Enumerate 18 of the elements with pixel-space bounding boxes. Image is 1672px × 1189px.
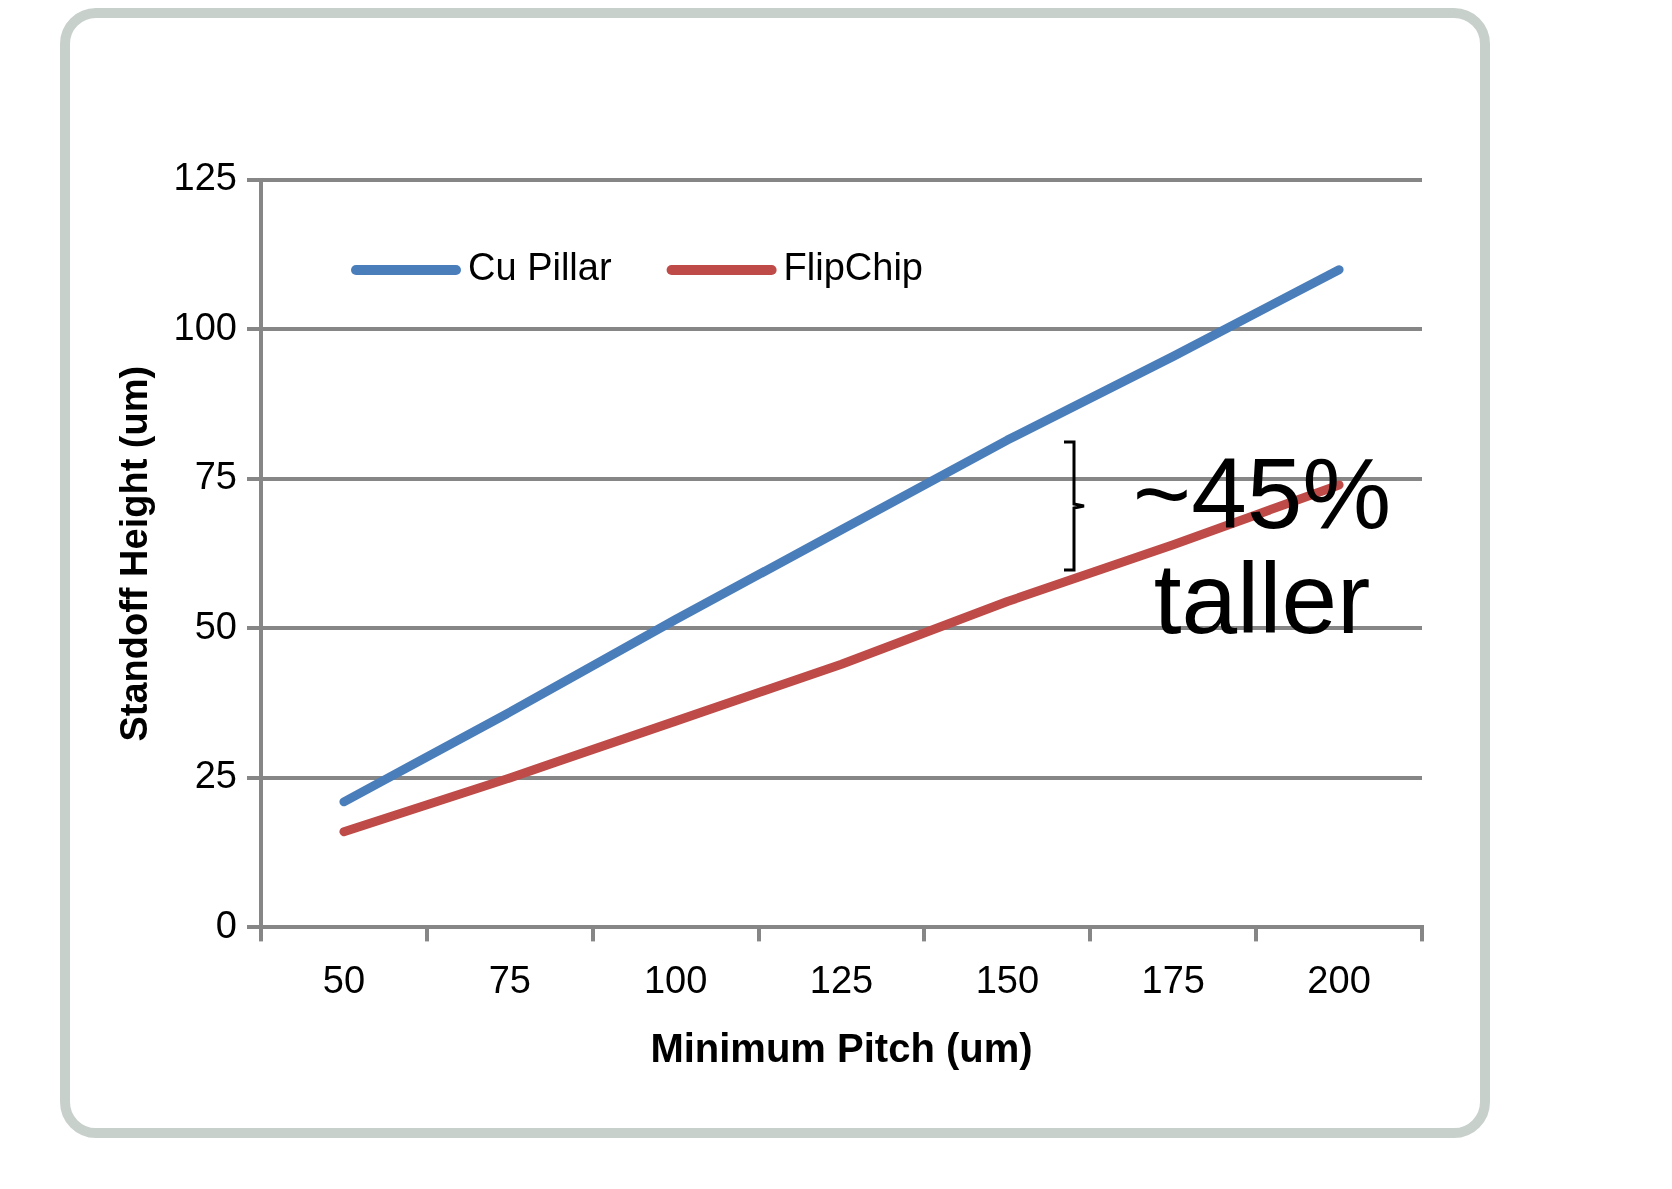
annotation: ~45% taller	[1132, 436, 1392, 654]
y-tick-label: 125	[173, 156, 237, 199]
x-tick-label: 50	[322, 958, 366, 1001]
x-tick-label: 150	[975, 958, 1040, 1001]
legend-label: FlipChip	[783, 246, 923, 289]
y-tick-label: 0	[215, 903, 237, 946]
x-tick-label: 75	[488, 958, 531, 1001]
x-axis-title: Minimum Pitch (um)	[650, 1026, 1033, 1071]
y-axis-title: Standoff Height (um)	[113, 365, 156, 742]
legend-label: Cu Pillar	[468, 246, 612, 289]
x-tick-label: 175	[1141, 958, 1205, 1001]
y-tick-label: 100	[173, 305, 237, 348]
y-tick-label: 25	[194, 754, 237, 797]
x-tick-label: 100	[643, 958, 708, 1001]
x-tick-label: 125	[809, 958, 874, 1001]
y-tick-label: 75	[194, 455, 237, 498]
x-tick-label: 200	[1307, 958, 1371, 1001]
y-tick-label: 50	[194, 604, 237, 647]
